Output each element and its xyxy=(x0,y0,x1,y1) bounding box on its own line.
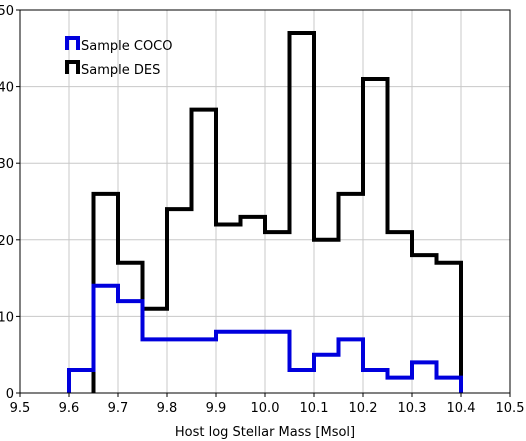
x-tick-label: 9.9 xyxy=(206,401,227,416)
y-tick-label: 40 xyxy=(0,81,14,96)
series-sample-des-step-line xyxy=(91,30,463,393)
series-sample-coco-step-line xyxy=(67,283,463,393)
y-tick-label: 50 xyxy=(0,4,14,19)
series-layer xyxy=(67,30,463,393)
x-axis: 9.5 9.6 9.7 9.8 9.9 10.0 10.1 10.2 10.3 10.4 10.5 xyxy=(10,393,525,416)
x-tick-label: 10.1 xyxy=(300,401,329,416)
y-tick-label: 10 xyxy=(0,310,14,325)
x-tick-label: 9.5 xyxy=(10,401,31,416)
x-tick-label: 10.5 xyxy=(496,401,525,416)
legend-swatch xyxy=(65,36,80,50)
x-tick-label: 9.8 xyxy=(157,401,178,416)
x-tick-label: 10.4 xyxy=(447,401,476,416)
legend: Sample COCO Sample DES xyxy=(65,36,173,78)
x-tick-label: 10.3 xyxy=(398,401,427,416)
y-tick-label: 0 xyxy=(6,387,14,402)
x-tick-label: 9.6 xyxy=(59,401,80,416)
x-axis-label: Host log Stellar Mass [Msol] xyxy=(175,425,355,440)
x-tick-label: 10.0 xyxy=(251,401,280,416)
legend-swatch xyxy=(65,60,80,74)
x-tick-label: 10.2 xyxy=(349,401,378,416)
y-tick-label: 20 xyxy=(0,234,14,249)
y-axis: 0 10 20 30 40 50 xyxy=(0,4,20,402)
legend-entry-label: Sample COCO xyxy=(81,39,173,54)
x-tick-label: 9.7 xyxy=(108,401,129,416)
legend-entry-label: Sample DES xyxy=(81,63,160,78)
y-tick-label: 30 xyxy=(0,157,14,172)
